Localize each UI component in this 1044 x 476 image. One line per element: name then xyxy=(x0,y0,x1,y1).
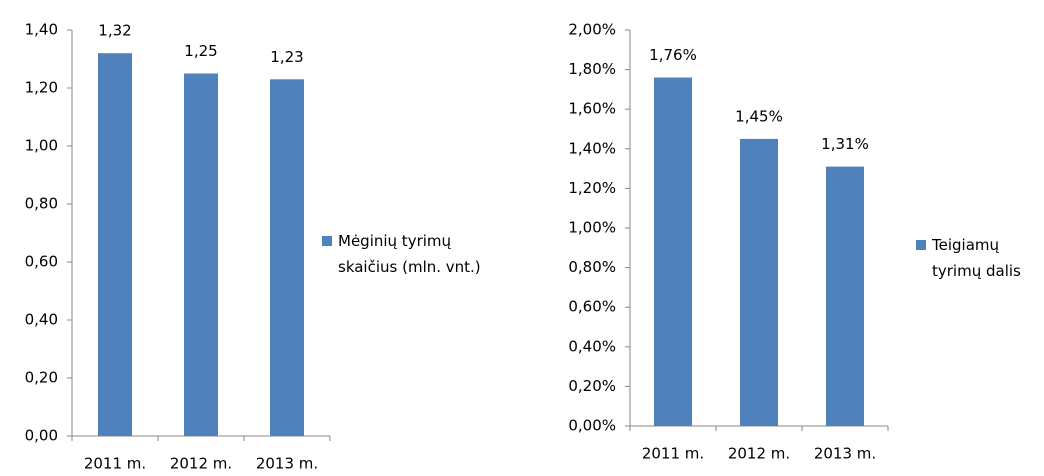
legend: Mėginių tyrimų skaičius (mln. vnt.) xyxy=(322,228,508,280)
data-label: 1,76% xyxy=(649,46,697,64)
legend-swatch xyxy=(322,236,332,246)
bar xyxy=(98,53,132,436)
y-tick-label: 1,00 xyxy=(25,137,58,155)
data-label: 1,45% xyxy=(735,107,783,125)
y-tick-label: 0,20% xyxy=(568,377,616,395)
data-label: 1,23 xyxy=(270,48,303,66)
y-tick-label: 1,40 xyxy=(25,21,58,39)
y-tick-label: 0,60 xyxy=(25,253,58,271)
x-tick-label: 2011 m. xyxy=(642,445,704,463)
bar xyxy=(184,73,218,436)
y-tick-label: 1,80% xyxy=(568,60,616,78)
data-label: 1,25 xyxy=(184,42,217,60)
x-tick-label: 2012 m. xyxy=(170,455,232,473)
y-tick-label: 0,80% xyxy=(568,258,616,276)
bar xyxy=(654,77,692,427)
legend-label: Mėginių tyrimų skaičius (mln. vnt.) xyxy=(338,232,481,276)
y-tick-label: 1,00% xyxy=(568,219,616,237)
y-tick-label: 0,20 xyxy=(25,369,58,387)
y-tick-label: 0,40 xyxy=(25,311,58,329)
y-tick-label: 0,00 xyxy=(25,427,58,445)
y-tick-label: 0,40% xyxy=(568,337,616,355)
y-tick-label: 1,40% xyxy=(568,139,616,157)
y-tick-label: 2,00% xyxy=(568,21,616,39)
x-tick-label: 2012 m. xyxy=(728,445,790,463)
x-tick-label: 2013 m. xyxy=(256,455,318,473)
data-label: 1,32 xyxy=(98,22,131,40)
y-tick-label: 1,20 xyxy=(25,79,58,97)
bar xyxy=(826,166,864,426)
x-tick-label: 2013 m. xyxy=(814,445,876,463)
legend-label: Teigiamų tyrimų dalis xyxy=(932,236,1021,280)
y-tick-label: 0,60% xyxy=(568,298,616,316)
y-tick-label: 0,80 xyxy=(25,195,58,213)
legend-swatch xyxy=(916,240,926,250)
bar xyxy=(740,138,778,426)
legend: Teigiamų tyrimų dalis xyxy=(916,232,1042,284)
x-tick-label: 2011 m. xyxy=(84,455,146,473)
bar xyxy=(270,79,304,437)
y-tick-label: 1,60% xyxy=(568,100,616,118)
data-label: 1,31% xyxy=(821,135,869,153)
y-tick-label: 0,00% xyxy=(568,417,616,435)
y-tick-label: 1,20% xyxy=(568,179,616,197)
